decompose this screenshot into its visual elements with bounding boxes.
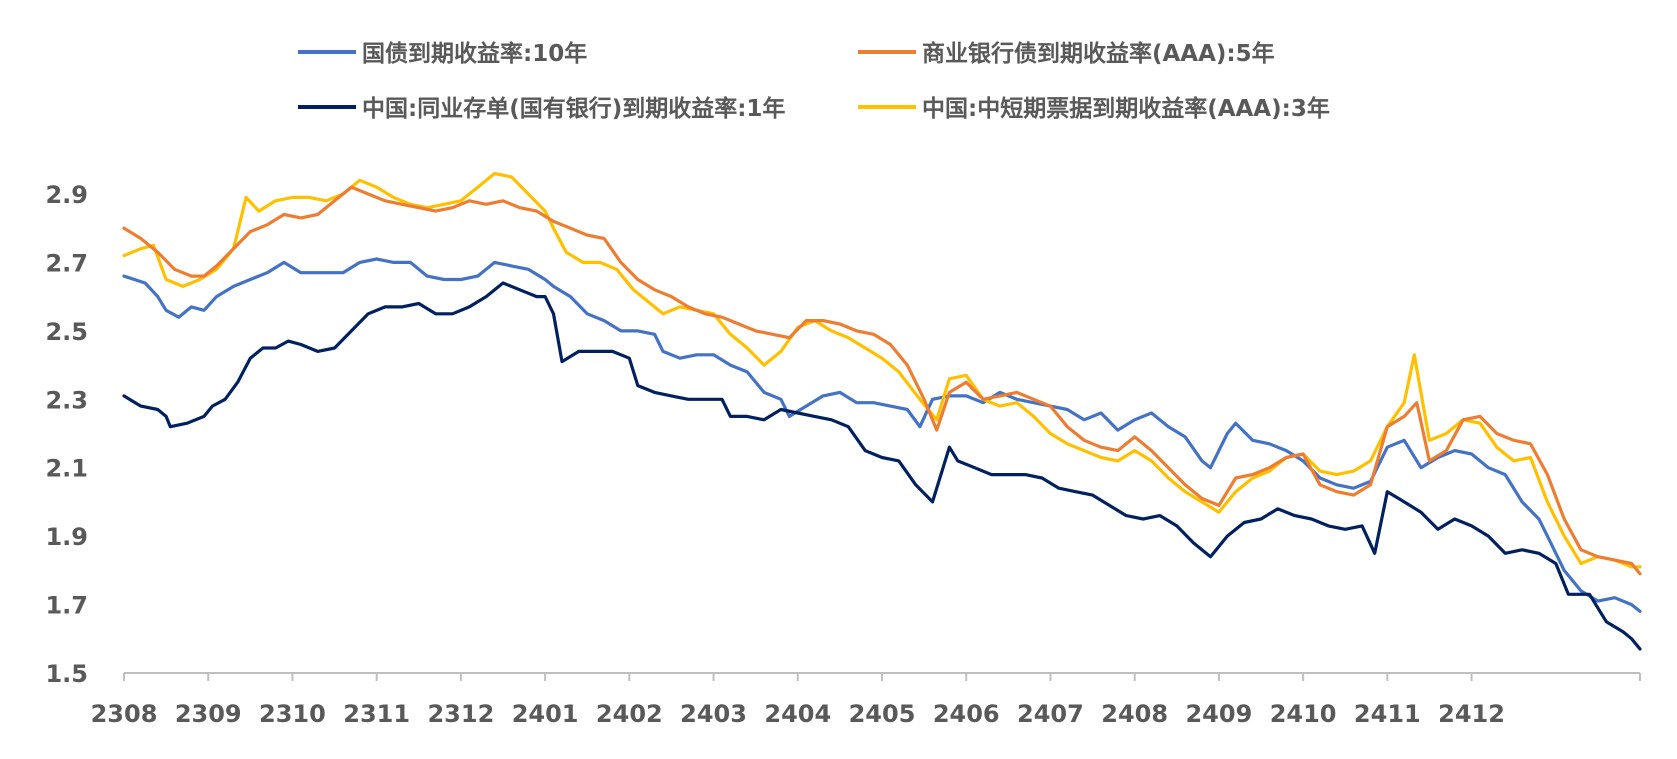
legend-label: 中国:中短期票据到期收益率(AAA):3年 <box>922 95 1330 122</box>
x-tick-label: 2309 <box>175 700 242 728</box>
legend-item-1: 国债到期收益率:10年 <box>298 40 587 67</box>
y-tick-label: 1.9 <box>45 523 88 551</box>
series-line-2 <box>122 185 1642 576</box>
y-tick-label: 2.3 <box>45 386 88 414</box>
x-tick-label: 2406 <box>933 700 1000 728</box>
legend: 国债到期收益率:10年 商业银行债到期收益率(AAA):5年中国:同业存单(国有银… <box>298 40 1330 122</box>
legend-label: 中国:同业存单(国有银行)到期收益率:1年 <box>362 95 785 122</box>
legend-item-4: 中国:中短期票据到期收益率(AAA):3年 <box>858 95 1330 122</box>
series-line-1 <box>122 257 1642 613</box>
x-tick-label: 2308 <box>91 700 158 728</box>
x-tick-label: 2403 <box>680 700 747 728</box>
x-tick-label: 2401 <box>512 700 579 728</box>
y-tick-label: 1.7 <box>45 592 88 620</box>
x-tick-label: 2311 <box>343 700 410 728</box>
series-line-3 <box>122 281 1642 651</box>
legend-item-3: 中国:同业存单(国有银行)到期收益率:1年 <box>298 95 785 122</box>
x-tick-label: 2404 <box>764 700 831 728</box>
x-tick-label: 2412 <box>1438 700 1505 728</box>
x-tick-label: 2405 <box>849 700 916 728</box>
x-tick-label: 2410 <box>1270 700 1337 728</box>
axes: 2308 2309 2310 2311 2312 2401 2402 2403 2404 2405… <box>45 181 1641 728</box>
x-tick-label: 2409 <box>1185 700 1252 728</box>
series-line-4 <box>122 171 1642 569</box>
series-layer <box>122 171 1642 651</box>
x-tick-label: 2408 <box>1101 700 1168 728</box>
x-tick-label: 2312 <box>427 700 494 728</box>
legend-label: 商业银行债到期收益率(AAA):5年 <box>922 40 1275 67</box>
legend-item-2: 商业银行债到期收益率(AAA):5年 <box>858 40 1275 67</box>
y-tick-label: 1.5 <box>45 660 88 688</box>
legend-label: 国债到期收益率:10年 <box>362 40 587 67</box>
y-tick-label: 2.9 <box>45 181 88 209</box>
y-tick-label: 2.7 <box>45 249 88 277</box>
y-tick-label: 2.1 <box>45 455 88 483</box>
x-tick-label: 2407 <box>1017 700 1084 728</box>
x-tick-label: 2402 <box>596 700 663 728</box>
x-tick-label: 2310 <box>259 700 326 728</box>
y-tick-label: 2.5 <box>45 318 88 346</box>
x-tick-label: 2411 <box>1354 700 1421 728</box>
